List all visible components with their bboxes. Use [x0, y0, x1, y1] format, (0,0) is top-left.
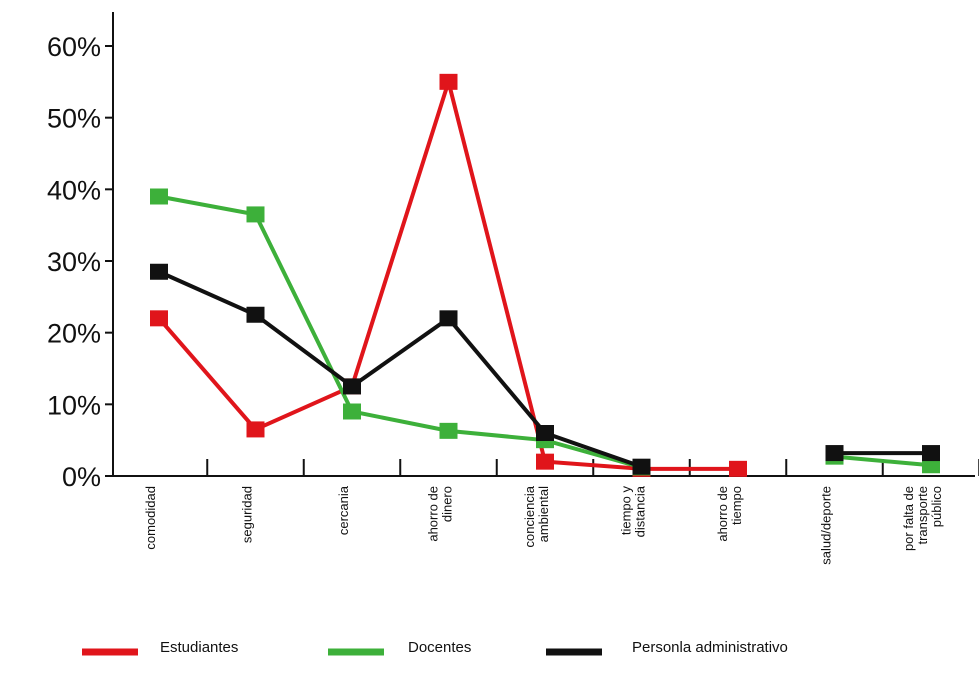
- x-tick-label: ahorro dedinero: [426, 486, 455, 542]
- data-point: [825, 445, 844, 462]
- y-tick-label: 60%: [47, 32, 101, 62]
- x-tick-label: salud/deporte: [819, 486, 834, 565]
- legend-label: Estudiantes: [160, 639, 238, 656]
- y-tick-label: 30%: [47, 247, 101, 277]
- data-point: [632, 458, 651, 475]
- data-point: [536, 425, 554, 441]
- series-line: [158, 269, 643, 469]
- x-tick-label: seguridad: [240, 486, 255, 543]
- y-tick-label: 20%: [47, 319, 101, 349]
- series-personla-administrativo: [150, 263, 940, 475]
- data-point: [439, 422, 458, 439]
- data-point: [922, 445, 940, 462]
- legend-item: Personla administrativo: [546, 639, 788, 656]
- data-point: [729, 460, 747, 477]
- x-tick-label: concienciaambiental: [522, 485, 551, 547]
- data-point: [246, 206, 265, 223]
- data-point: [922, 457, 940, 474]
- legend-item: Docentes: [328, 639, 471, 656]
- data-point: [439, 310, 458, 327]
- data-point: [439, 73, 458, 90]
- data-point: [150, 188, 168, 205]
- x-tick-label: tiempo ydistancia: [619, 485, 648, 537]
- data-point: [150, 263, 168, 280]
- data-point: [246, 421, 265, 438]
- data-point: [246, 306, 265, 323]
- series-lines: [150, 73, 940, 477]
- x-tick-label: por falta detransportepúblico: [901, 486, 944, 551]
- x-axis-ticks: comodidad seguridad cercania ahorro dediner…: [143, 459, 979, 565]
- data-point: [343, 378, 361, 395]
- series-line: [834, 454, 932, 468]
- x-tick-label: ahorro detiempo: [715, 486, 744, 542]
- y-axis-ticks: 0% 10% 20% 30% 40% 50% 60%: [47, 32, 113, 492]
- y-tick-label: 50%: [47, 104, 101, 134]
- legend-item: Estudiantes: [82, 639, 238, 656]
- data-point: [343, 403, 361, 420]
- y-tick-label: 40%: [47, 175, 101, 205]
- y-tick-label: 0%: [62, 462, 101, 492]
- y-tick-label: 10%: [47, 390, 101, 420]
- data-point: [536, 453, 554, 470]
- series-line: [158, 194, 643, 470]
- x-tick-label: comodidad: [143, 486, 158, 550]
- axes: [112, 12, 975, 477]
- legend-label: Personla administrativo: [632, 639, 788, 656]
- legend-label: Docentes: [408, 639, 471, 656]
- data-point: [150, 310, 168, 327]
- legend: Estudiantes Docentes Personla administrati…: [82, 639, 788, 656]
- x-tick-label: cercania: [336, 485, 351, 535]
